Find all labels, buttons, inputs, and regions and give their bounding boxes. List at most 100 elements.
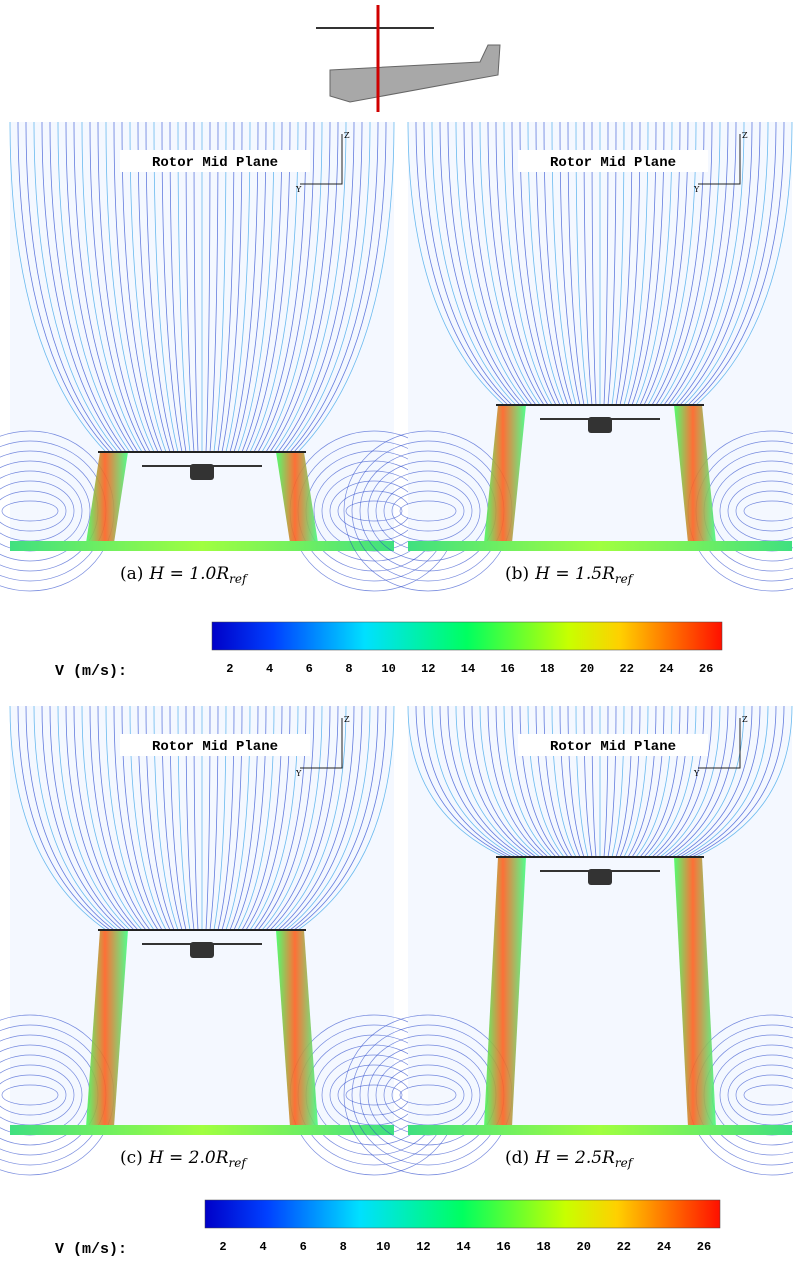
ground-jet — [408, 541, 792, 551]
streamline — [439, 121, 521, 406]
colorbar — [204, 1199, 721, 1229]
streamline — [635, 705, 673, 858]
streamline — [281, 705, 363, 931]
streamline — [671, 121, 745, 406]
streamline — [241, 121, 283, 453]
streamline — [49, 705, 127, 931]
recirculation — [743, 1084, 793, 1106]
streamline — [265, 121, 331, 453]
streamline — [253, 121, 307, 453]
streamline — [687, 121, 777, 406]
streamline — [49, 121, 127, 453]
wake-column — [86, 452, 128, 543]
streamline — [297, 705, 395, 931]
panel-caption: (c) H = 2.0Rref — [120, 1148, 248, 1170]
streamline — [193, 121, 199, 453]
colorbar-label: V (m/s): — [55, 1241, 127, 1258]
streamline — [297, 121, 395, 453]
streamline — [423, 121, 513, 406]
streamline — [431, 121, 517, 406]
streamline — [639, 705, 681, 858]
colorbar-tick-label: 6 — [300, 1240, 307, 1254]
caption-subscript: ref — [229, 572, 249, 586]
streamline — [41, 705, 123, 931]
streamline — [269, 705, 339, 931]
axis-triad — [300, 134, 343, 185]
streamline — [611, 705, 625, 858]
panel-caption: (b) H = 1.5Rref — [505, 564, 635, 586]
streamline — [153, 121, 179, 453]
streamline — [273, 705, 347, 931]
caption-tag: (a) — [120, 564, 143, 584]
streamline — [643, 705, 689, 858]
streamline — [679, 705, 761, 858]
streamline — [249, 121, 299, 453]
recirculation — [735, 1074, 793, 1116]
streamline — [691, 121, 785, 406]
streamline — [431, 705, 517, 858]
streamline — [273, 121, 347, 453]
streamline — [113, 121, 159, 453]
recirculation — [399, 500, 457, 522]
streamline — [503, 705, 553, 858]
streamline — [687, 705, 777, 858]
streamline — [503, 121, 553, 406]
streamline — [105, 705, 155, 931]
colorbar-tick-label: 26 — [699, 662, 713, 676]
streamline — [161, 121, 183, 453]
ground-jet — [10, 541, 394, 551]
wake-column — [484, 857, 526, 1127]
streamline — [439, 705, 521, 858]
recirculation — [735, 490, 793, 532]
streamline — [679, 121, 761, 406]
streamline — [105, 121, 155, 453]
streamline — [603, 705, 609, 858]
streamline — [655, 705, 713, 858]
colorbar-tick-label: 16 — [496, 1240, 510, 1254]
streamline — [667, 705, 737, 858]
streamline — [607, 705, 617, 858]
fuselage — [588, 417, 612, 433]
caption-math: H = 2.0R — [148, 1148, 229, 1168]
streamline — [41, 121, 123, 453]
axis-triad — [698, 718, 741, 769]
streamline — [9, 705, 107, 931]
title-box — [518, 150, 708, 172]
streamline — [423, 705, 513, 858]
streamline — [551, 705, 577, 858]
recirculation — [1, 500, 59, 522]
axis-y-label: Y — [693, 769, 700, 778]
streamline — [487, 121, 545, 406]
colorbar-tick-label: 24 — [657, 1240, 671, 1254]
recirculation — [0, 1074, 67, 1116]
streamline — [463, 121, 533, 406]
streamline — [205, 121, 211, 453]
streamline — [447, 121, 525, 406]
recirculation — [399, 1084, 457, 1106]
streamline — [129, 121, 167, 453]
caption-math: H = 1.0R — [148, 564, 229, 584]
colorbar-tick-label: 22 — [617, 1240, 631, 1254]
streamline — [257, 121, 315, 453]
streamline — [213, 121, 227, 453]
streamline — [471, 705, 537, 858]
streamline — [269, 121, 339, 453]
streamline — [407, 705, 505, 858]
axis-y-label: Y — [295, 769, 302, 778]
streamline — [511, 121, 557, 406]
streamline — [567, 705, 585, 858]
streamline — [619, 705, 641, 858]
streamline — [691, 705, 785, 858]
streamline — [471, 121, 537, 406]
streamline — [57, 121, 131, 453]
streamline — [683, 705, 769, 858]
title-box — [120, 150, 310, 172]
streamline — [89, 705, 147, 931]
streamline — [65, 121, 135, 453]
streamline — [479, 121, 541, 406]
streamline — [591, 705, 597, 858]
streamline — [221, 121, 243, 453]
streamline — [695, 705, 793, 858]
wake-column — [484, 405, 526, 543]
